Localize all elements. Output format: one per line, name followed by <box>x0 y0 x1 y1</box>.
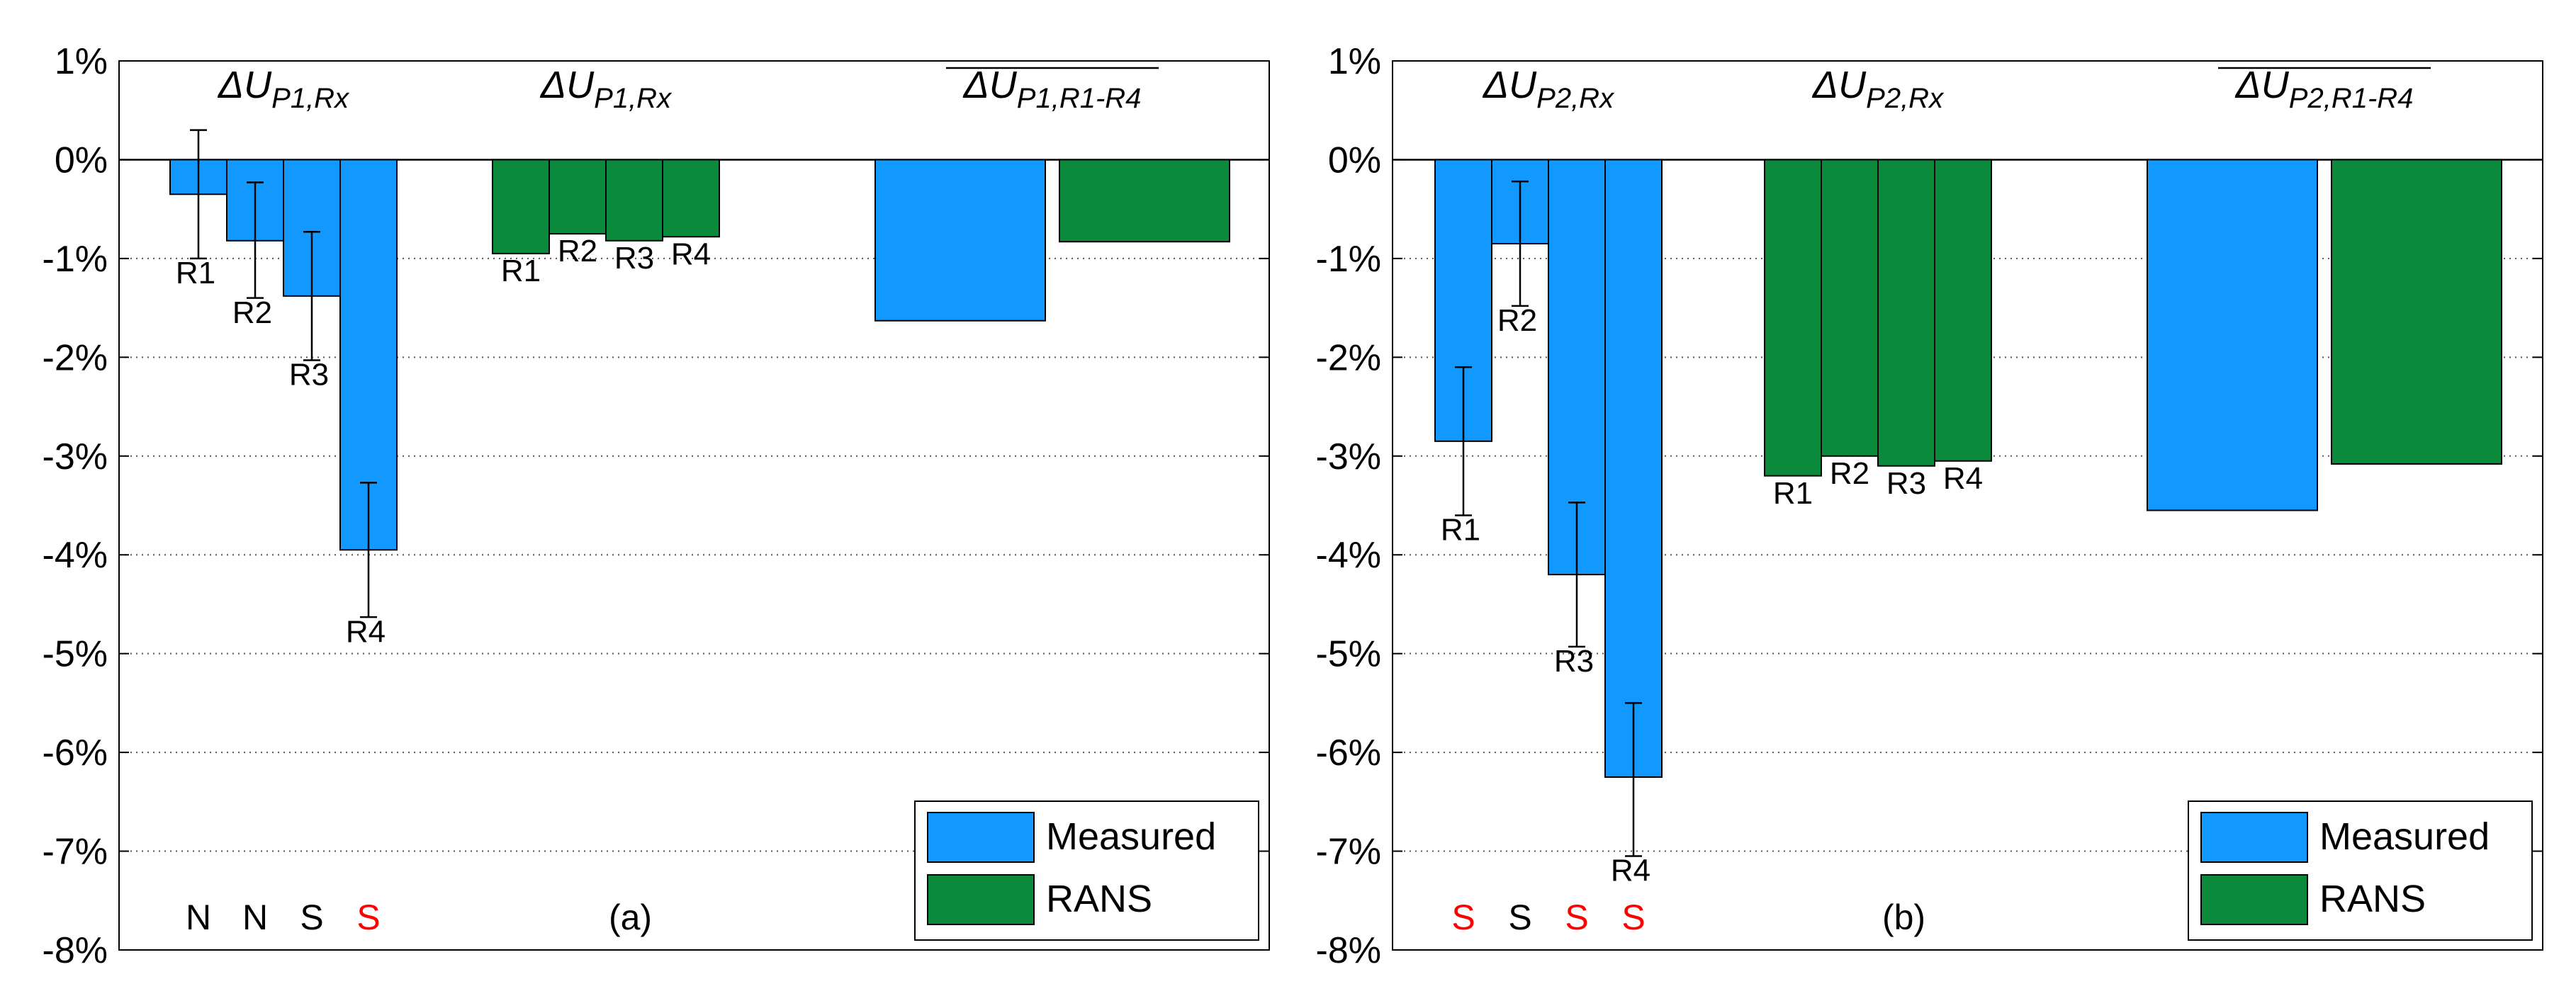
regime-marker: S <box>1451 898 1475 937</box>
legend-swatch <box>2200 812 2308 863</box>
bar-label: R3 <box>289 358 329 392</box>
regime-marker: N <box>186 898 211 937</box>
y-tick-label: -3% <box>1316 436 1381 477</box>
y-tick-label: -1% <box>1316 239 1381 280</box>
legend-swatch <box>927 812 1035 863</box>
regime-marker: S <box>1565 898 1588 937</box>
regime-marker: S <box>356 898 380 937</box>
group-title: ΔUP1,Rx <box>217 64 350 114</box>
legend-label: Measured <box>1046 815 1216 858</box>
legend-label: Measured <box>2319 815 2490 858</box>
y-tick-label: 0% <box>55 140 108 181</box>
legend-swatch <box>2200 874 2308 925</box>
bar-rans-R4 <box>1934 159 1992 462</box>
bar-label: R1 <box>1441 513 1480 548</box>
bar-avg-rans <box>2331 159 2502 465</box>
panel-label: (a) <box>609 898 652 937</box>
bar-label: R3 <box>1554 644 1594 679</box>
bar-label: R2 <box>232 295 272 330</box>
y-tick-label: -4% <box>43 535 108 576</box>
bar-label: R1 <box>1773 476 1813 511</box>
bar-avg-measured <box>2147 159 2318 511</box>
bar-rans-R4 <box>662 159 720 238</box>
group-title: ΔUP2,Rx <box>1811 64 1945 114</box>
legend: Measured RANS <box>2188 800 2533 941</box>
legend: Measured RANS <box>914 800 1259 941</box>
y-tick-label: 0% <box>1328 140 1381 181</box>
y-tick-label: -7% <box>43 832 108 873</box>
bar-rans-R1 <box>1764 159 1822 477</box>
bar-label: R3 <box>1886 466 1926 501</box>
y-tick-label: -6% <box>43 732 108 774</box>
y-tick-label: -6% <box>1316 732 1381 774</box>
y-tick-label: -5% <box>1316 634 1381 675</box>
y-tick-label: -8% <box>1316 930 1381 971</box>
y-tick-label: 1% <box>1328 41 1381 82</box>
group-title: ΔUP2,Rx <box>1482 64 1615 114</box>
bar-avg-measured <box>874 159 1046 322</box>
bar-label: R1 <box>501 254 541 288</box>
bar-label: R3 <box>614 241 654 276</box>
y-tick-label: -4% <box>1316 535 1381 576</box>
bar-label: R2 <box>1497 303 1537 338</box>
y-tick-label: -8% <box>43 930 108 971</box>
bar-rans-R2 <box>1821 159 1879 457</box>
bar-label: R2 <box>1830 456 1869 491</box>
panel-label: (b) <box>1882 898 1925 937</box>
y-tick-label: 1% <box>55 41 108 82</box>
bar-avg-rans <box>1059 159 1230 243</box>
panel-a: 1% 0% -1% -2% -3% -4% -5% -6% -7% -8% R1 R2 R3 R4 R1 R2… <box>43 41 1270 971</box>
bar-rans-R1 <box>492 159 550 254</box>
bar-rans-R3 <box>1877 159 1935 467</box>
regime-marker: N <box>242 898 268 937</box>
panel-b: 1% 0% -1% -2% -3% -4% -5% -6% -7% -8% R1 R2 R3 R4 R1 R2… <box>1316 41 2543 971</box>
regime-marker: S <box>1621 898 1645 937</box>
bar-rans-R3 <box>605 159 663 242</box>
legend-label: RANS <box>2319 878 2426 920</box>
y-tick-label: -5% <box>43 634 108 675</box>
bar-label: R1 <box>176 256 215 290</box>
y-tick-label: -2% <box>1316 337 1381 378</box>
group-title: ΔUP1,Rx <box>539 64 673 114</box>
y-tick-label: -3% <box>43 436 108 477</box>
y-tick-label: -2% <box>43 337 108 378</box>
y-tick-label: -1% <box>43 239 108 280</box>
bar-rans-R2 <box>549 159 607 235</box>
bar-label: R4 <box>671 237 711 271</box>
regime-marker: S <box>1508 898 1531 937</box>
bar-label: R4 <box>346 614 386 649</box>
regime-marker: S <box>300 898 323 937</box>
bar-measured-R4 <box>1604 159 1663 778</box>
y-tick-label: -7% <box>1316 832 1381 873</box>
legend-label: RANS <box>1046 878 1152 920</box>
bar-label: R2 <box>558 234 597 268</box>
bar-label: R4 <box>1611 854 1650 888</box>
bar-label: R4 <box>1943 461 1983 496</box>
legend-swatch <box>927 874 1035 925</box>
group-title: ΔUP1,R1-R4 <box>962 64 1142 114</box>
group-title: ΔUP2,R1-R4 <box>2234 64 2414 114</box>
